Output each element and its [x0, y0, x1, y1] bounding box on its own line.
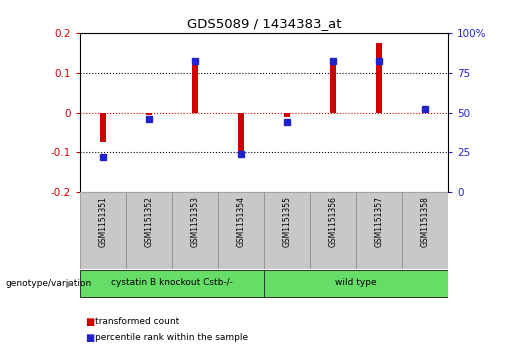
Text: GSM1151356: GSM1151356 — [329, 196, 337, 247]
Bar — [264, 270, 448, 297]
Text: GSM1151352: GSM1151352 — [144, 196, 153, 247]
Bar — [80, 192, 126, 269]
Bar — [238, 113, 244, 155]
Bar — [126, 192, 172, 269]
Bar — [218, 192, 264, 269]
Text: GSM1151354: GSM1151354 — [236, 196, 246, 247]
Bar — [264, 192, 310, 269]
Text: ▶: ▶ — [66, 278, 74, 289]
Bar — [192, 65, 198, 113]
Text: ■: ■ — [85, 317, 94, 327]
Text: GSM1151358: GSM1151358 — [421, 196, 430, 247]
Text: percentile rank within the sample: percentile rank within the sample — [95, 333, 248, 342]
Bar — [330, 65, 336, 113]
Bar — [422, 111, 428, 113]
Bar — [376, 43, 382, 113]
Text: GSM1151357: GSM1151357 — [374, 196, 384, 247]
Bar — [310, 192, 356, 269]
Text: GSM1151355: GSM1151355 — [282, 196, 291, 247]
Bar — [80, 270, 264, 297]
Bar — [146, 113, 151, 115]
Bar — [356, 192, 402, 269]
Text: ■: ■ — [85, 333, 94, 343]
Text: cystatin B knockout Cstb-/-: cystatin B knockout Cstb-/- — [111, 278, 233, 287]
Title: GDS5089 / 1434383_at: GDS5089 / 1434383_at — [186, 17, 341, 30]
Bar — [100, 113, 106, 143]
Text: transformed count: transformed count — [95, 318, 180, 326]
Bar — [402, 192, 448, 269]
Text: genotype/variation: genotype/variation — [5, 279, 91, 288]
Text: GSM1151351: GSM1151351 — [98, 196, 107, 247]
Text: wild type: wild type — [335, 278, 377, 287]
Bar — [172, 192, 218, 269]
Bar — [284, 113, 290, 117]
Text: GSM1151353: GSM1151353 — [191, 196, 199, 247]
